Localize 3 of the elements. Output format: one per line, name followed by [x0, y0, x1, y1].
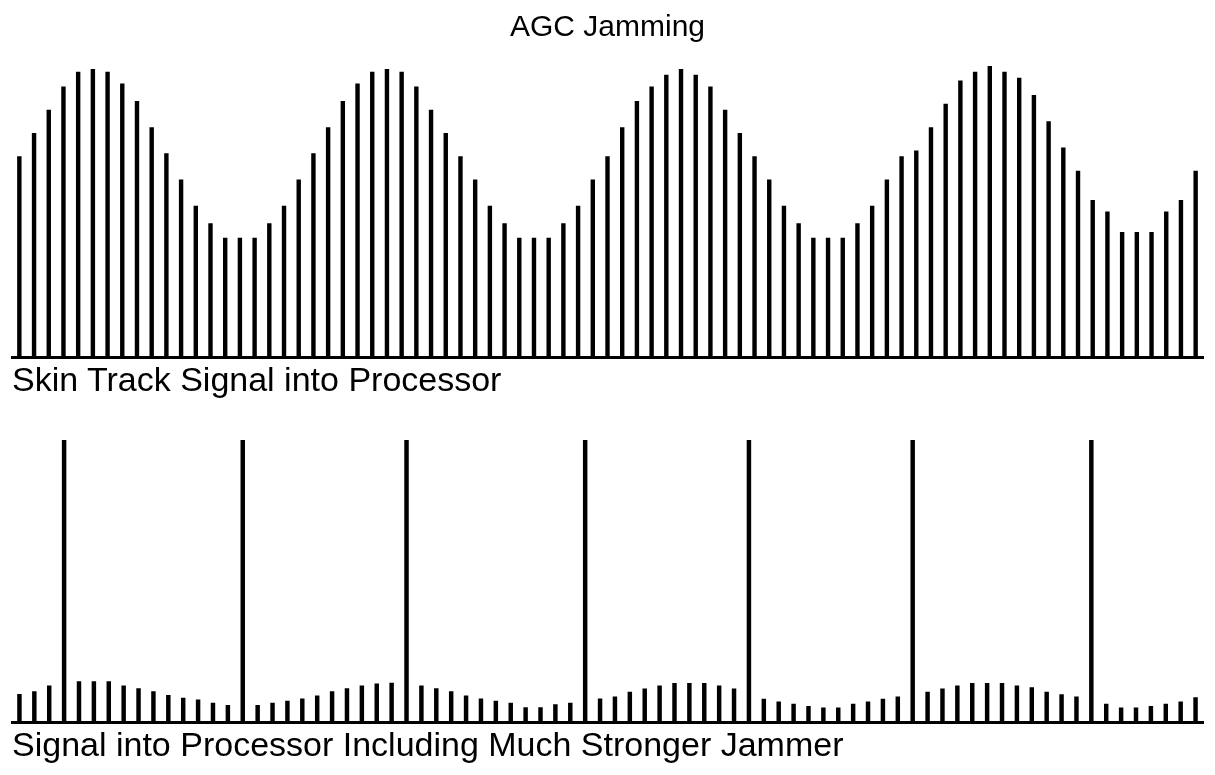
- x-axis-title: Signal into Processor Including Much Stronger Jammer: [12, 724, 844, 763]
- x-axis-title: Skin Track Signal into Processor: [12, 359, 502, 398]
- chart-title: AGC Jamming: [509, 9, 706, 43]
